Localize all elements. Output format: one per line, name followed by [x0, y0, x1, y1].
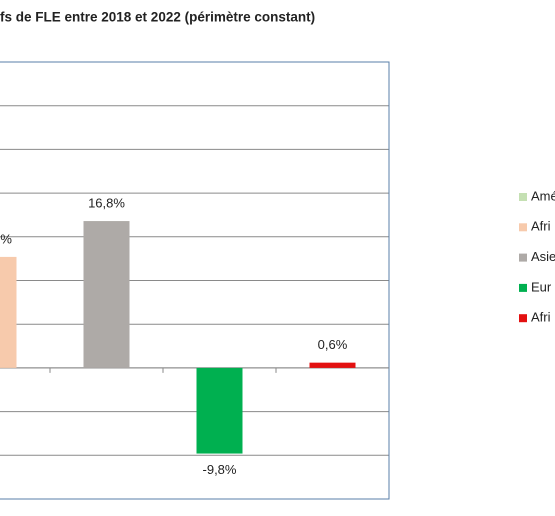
legend-label: Eur	[531, 279, 552, 294]
bar	[0, 256, 17, 368]
legend-swatch	[519, 193, 527, 201]
legend-label: Afri	[531, 310, 551, 325]
data-label: 12,7%	[0, 231, 12, 246]
legend-swatch	[519, 253, 527, 262]
legend-label: Amé	[531, 188, 555, 203]
legend-swatch	[519, 223, 527, 232]
bar	[309, 362, 356, 368]
bar	[196, 367, 243, 454]
chart-title: fs de FLE entre 2018 et 2022 (périmètre …	[0, 10, 315, 25]
data-label: -9,8%	[203, 462, 237, 477]
plot-border	[0, 61, 390, 500]
legend-swatch	[519, 283, 527, 292]
legend-label: Afri	[531, 219, 551, 234]
legend-swatch	[519, 314, 527, 323]
data-label: 16,8%	[88, 196, 125, 211]
legend-label: Asie	[531, 249, 555, 264]
bar	[83, 221, 130, 368]
data-label: 0,6%	[318, 337, 348, 352]
